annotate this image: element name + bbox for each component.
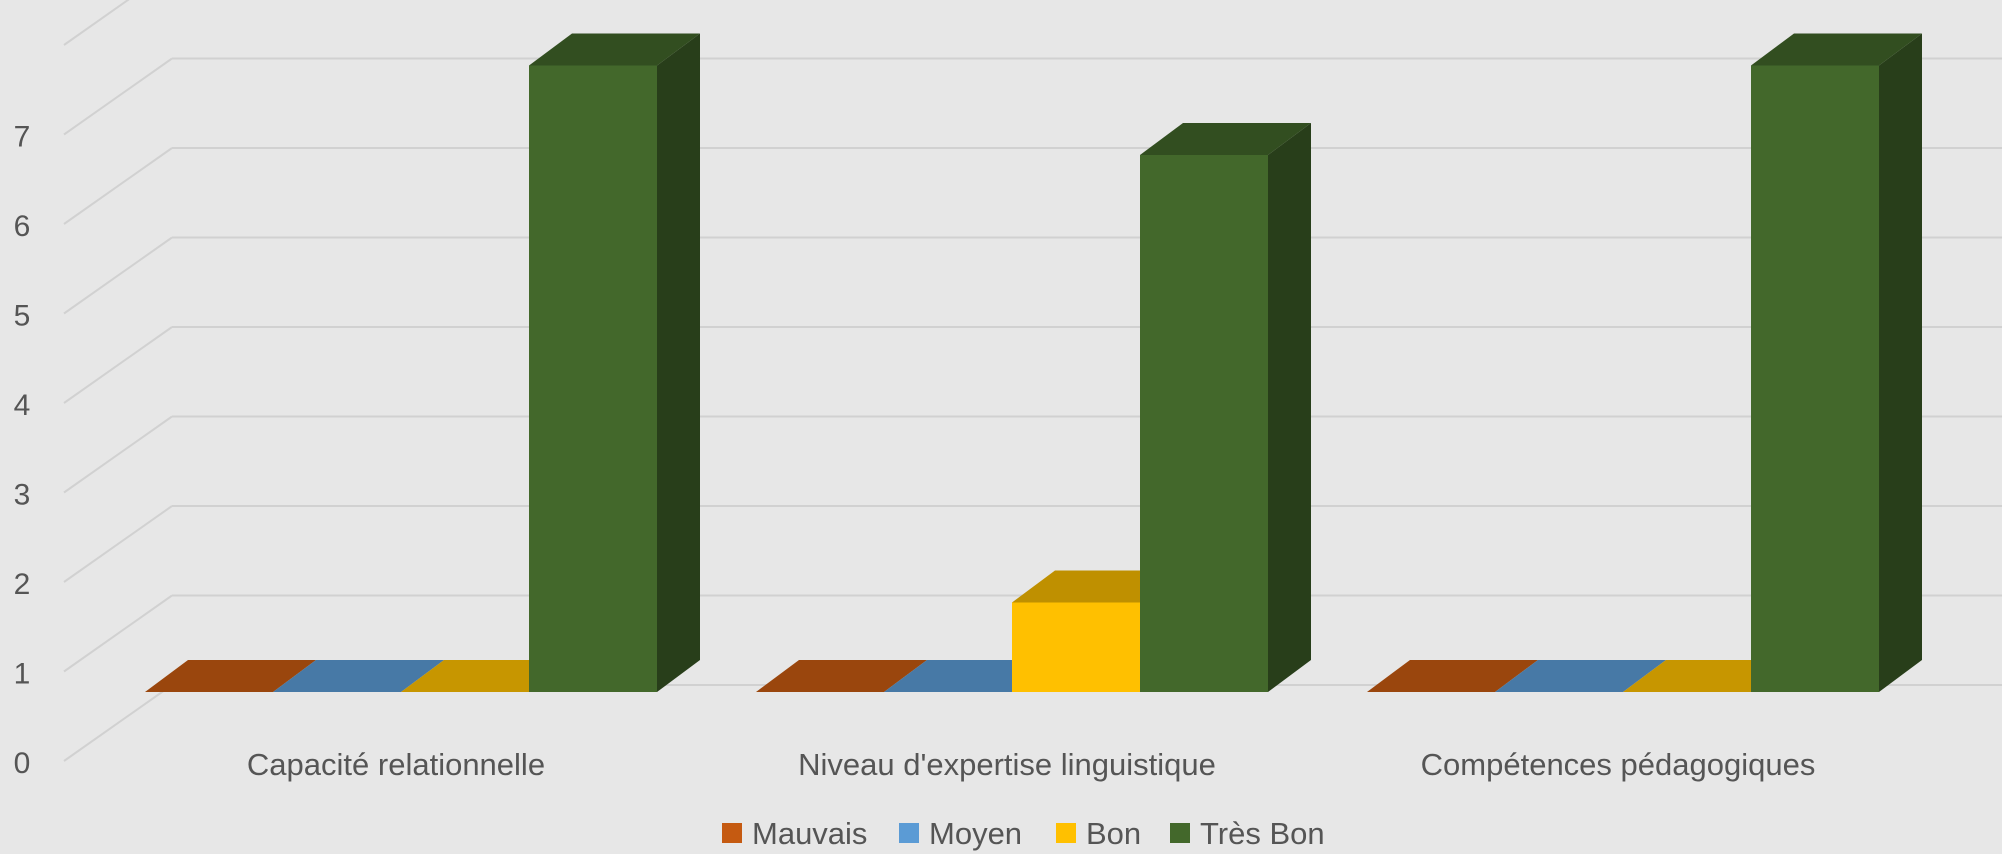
bar-top-face: [273, 660, 444, 692]
bar-front-face: [1012, 602, 1140, 692]
bar-top-face: [1495, 660, 1666, 692]
bar-top-face: [529, 33, 700, 66]
bar-top-face: [1751, 33, 1922, 66]
bar-side-face: [1879, 33, 1922, 692]
bar-top-face: [1140, 123, 1311, 155]
bars: [145, 33, 1922, 692]
legend-swatch: [899, 823, 919, 843]
legend-label: Très Bon: [1200, 816, 1325, 851]
gridline-side-8: [63, 0, 130, 46]
legend-swatch: [1170, 823, 1190, 843]
gridline-side-0: [63, 684, 173, 762]
y-tick-label: 3: [14, 479, 31, 512]
bar-front-face: [1140, 155, 1268, 692]
bar-très-bon: [1140, 123, 1311, 692]
y-tick-label: 6: [14, 210, 31, 243]
bar-très-bon: [529, 33, 700, 692]
legend-swatch: [1056, 823, 1076, 843]
gridline-side-3: [63, 415, 173, 494]
y-tick-label: 7: [14, 121, 31, 154]
bar-mauvais: [1367, 660, 1538, 692]
gridline-side-6: [63, 147, 173, 225]
legend-swatch: [722, 823, 742, 843]
y-axis-ticks: 0 1 2 3 4 5 6 7: [14, 121, 31, 781]
gridline-side-1: [63, 594, 173, 673]
bar-top-face: [1367, 660, 1538, 692]
bar-très-bon: [1751, 33, 1922, 692]
legend-label: Mauvais: [752, 816, 867, 851]
bar-mauvais: [756, 660, 927, 692]
bar-top-face: [756, 660, 927, 692]
legend-label: Bon: [1086, 816, 1141, 851]
bar-front-face: [1751, 65, 1879, 692]
bar-side-face: [657, 33, 700, 692]
gridlines: [63, 0, 2002, 762]
category-label: Niveau d'expertise linguistique: [798, 747, 1216, 782]
gridline-side-5: [63, 236, 173, 315]
y-tick-label: 0: [14, 747, 31, 780]
bar-front-face: [529, 65, 657, 692]
category-label: Capacité relationnelle: [247, 747, 545, 782]
y-tick-label: 4: [14, 389, 31, 422]
legend-label: Moyen: [929, 816, 1022, 851]
y-tick-label: 2: [14, 568, 31, 601]
legend: Mauvais Moyen Bon Très Bon: [722, 816, 1325, 851]
x-axis-categories: Capacité relationnelle Niveau d'expertise…: [247, 747, 1815, 782]
y-tick-label: 5: [14, 300, 31, 333]
gridline-side-7: [63, 57, 173, 136]
bar-top-face: [145, 660, 316, 692]
bar-moyen: [273, 660, 444, 692]
bar-mauvais: [145, 660, 316, 692]
gridline-side-2: [63, 505, 173, 583]
bar-side-face: [1268, 123, 1311, 692]
bar-moyen: [1495, 660, 1666, 692]
y-tick-label: 1: [14, 658, 31, 691]
category-label: Compétences pédagogiques: [1421, 747, 1816, 782]
gridline-side-4: [63, 326, 173, 404]
